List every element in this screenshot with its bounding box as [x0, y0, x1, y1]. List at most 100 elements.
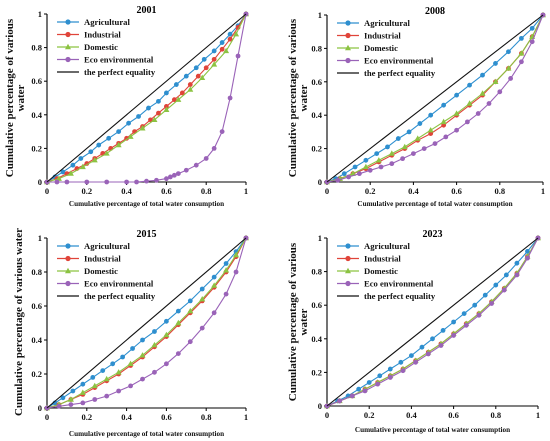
legend-entry: the perfect equality: [57, 67, 156, 77]
data-point: [451, 333, 456, 338]
y-tick-label: 0.6: [31, 301, 42, 311]
data-point: [411, 151, 416, 157]
data-point: [497, 89, 503, 95]
data-point: [395, 136, 401, 141]
data-point: [146, 105, 151, 111]
data-point: [514, 272, 520, 278]
data-point: [352, 164, 358, 170]
data-point: [432, 141, 438, 146]
data-point: [64, 179, 70, 185]
x-tick-label: 0: [45, 186, 49, 196]
data-point: [235, 53, 241, 59]
data-point: [443, 134, 449, 140]
x-tick-label: 0.6: [161, 186, 172, 196]
y-axis-label: Cumulative percentage of variouswater: [4, 18, 27, 177]
data-point: [175, 96, 182, 102]
series-equality: [326, 14, 544, 183]
y-tick-label: 1: [38, 9, 42, 19]
y-axis-label: Cumulative percentage of variouswater: [287, 242, 310, 401]
data-point: [128, 383, 133, 389]
x-tick-label: 1: [244, 186, 248, 196]
data-point: [335, 177, 341, 183]
data-point: [475, 111, 481, 116]
data-point: [525, 249, 530, 254]
series-equality: [326, 237, 539, 407]
data-point: [127, 133, 134, 139]
data-point: [489, 301, 494, 306]
data-point: [91, 156, 98, 163]
data-point: [349, 393, 355, 399]
data-point: [70, 388, 76, 394]
data-point: [211, 310, 217, 316]
data-point: [124, 179, 129, 185]
legend-swatch-marker: [65, 43, 71, 50]
data-point: [152, 369, 157, 375]
data-point: [529, 39, 535, 45]
data-point: [120, 354, 126, 360]
data-point: [387, 375, 393, 380]
data-point: [425, 351, 431, 357]
data-point: [164, 318, 169, 324]
x-tick-label: 0.4: [406, 410, 417, 420]
data-point: [175, 171, 181, 177]
data-point: [501, 287, 507, 293]
data-point: [401, 143, 408, 150]
data-point: [406, 129, 412, 135]
data-point: [171, 97, 177, 103]
x-tick-label: 0.6: [451, 186, 462, 196]
data-point: [195, 73, 201, 79]
data-point: [374, 151, 380, 157]
data-point: [427, 127, 434, 133]
legend-label: Domestic: [364, 266, 398, 276]
series-domestic: [324, 11, 546, 185]
y-tick-label: 0.2: [311, 144, 322, 154]
data-point: [211, 146, 217, 151]
data-point: [219, 40, 225, 45]
y-axis-label: Cumulative percentage of various water: [13, 228, 25, 416]
series-eco: [324, 235, 541, 409]
data-point: [233, 30, 240, 37]
y-tick-label: 0.4: [311, 110, 322, 120]
data-point: [90, 375, 96, 380]
data-point: [156, 98, 161, 104]
data-point: [409, 353, 414, 358]
legend-entry: Eco environmental: [57, 55, 154, 65]
x-tick-label: 0.2: [364, 410, 375, 420]
legend-swatch-marker: [345, 243, 351, 249]
chart-panel-2008: 0 0.2 0.4 0.6 0.8 1 0 0.2 0.4 0.6 0.8 1 2008 Cumulati…: [287, 6, 546, 208]
data-point: [518, 50, 525, 56]
data-point: [211, 61, 218, 67]
series-line: [46, 13, 247, 183]
data-point: [211, 282, 218, 288]
x-tick-label: 0.4: [408, 186, 419, 196]
data-point: [508, 76, 513, 81]
data-point: [156, 110, 161, 116]
data-point: [199, 325, 205, 331]
legend-label: Agricultural: [84, 17, 130, 27]
x-tick-label: 0.2: [365, 186, 376, 196]
y-tick-label: 0.8: [31, 43, 42, 53]
legend-entry: Industrial: [57, 30, 121, 40]
data-point: [68, 402, 74, 407]
x-tick-label: 0.8: [201, 186, 212, 196]
data-point: [465, 119, 470, 125]
data-point: [493, 282, 499, 288]
x-tick-label: 0: [325, 186, 329, 196]
data-point: [154, 177, 159, 183]
y-tick-label: 0.6: [311, 77, 322, 87]
data-point: [529, 25, 535, 31]
x-axis-label: Cumulative percentage of total water con…: [69, 430, 224, 438]
data-point: [187, 339, 193, 345]
data-point: [461, 311, 467, 316]
data-point: [476, 312, 482, 318]
legend-label: Domestic: [84, 42, 118, 52]
data-point: [219, 129, 225, 135]
data-point: [116, 129, 122, 135]
data-point: [100, 368, 106, 373]
data-point: [505, 65, 512, 71]
legend-entry: Domestic: [57, 42, 118, 52]
data-point: [136, 114, 141, 119]
data-point: [463, 322, 469, 328]
chart-title: 2015: [137, 229, 157, 240]
x-tick-label: 0.4: [121, 186, 132, 196]
